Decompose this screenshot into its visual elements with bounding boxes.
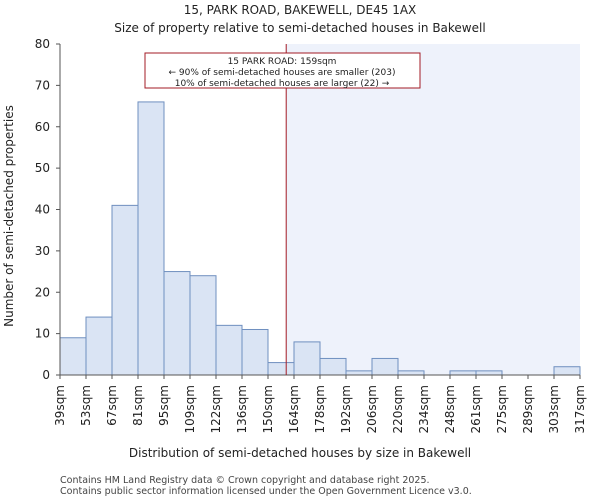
x-tick-label: 248sqm [443,385,457,433]
x-tick-label: 317sqm [573,385,587,433]
annotation-box [144,52,421,89]
x-tick-label: 122sqm [209,385,223,433]
bar-95sqm [163,271,191,376]
x-tick-label: 220sqm [391,385,405,433]
bar-164sqm [293,341,321,376]
footer-line-1: Contains HM Land Registry data © Crown c… [60,475,430,486]
bar-122sqm [215,324,243,376]
bar-39sqm [59,337,87,376]
bar-136sqm [241,328,269,376]
bar-178sqm [319,357,347,376]
bar-192sqm [345,370,373,376]
bar-248sqm [449,370,477,376]
x-tick-label: 234sqm [417,385,431,433]
x-tick-label: 275sqm [495,385,509,433]
x-tick-label: 178sqm [313,385,327,433]
y-tick-label: 30 [35,244,50,258]
larger-region-highlight [286,44,580,375]
bars [59,101,581,376]
bar-81sqm [137,101,165,376]
y-tick-label: 20 [35,285,50,299]
x-ticks: 39sqm 53sqm 67sqm 81sqm 95sqm 109sqm 122sqm 136… [53,375,587,433]
bar-261sqm [475,370,503,376]
x-tick-label: 81sqm [131,385,145,426]
bar-220sqm [397,370,425,376]
chart-subtitle: Size of property relative to semi-detach… [114,21,485,35]
x-tick-label: 109sqm [183,385,197,433]
x-axis-label: Distribution of semi-detached houses by … [129,446,471,460]
bar-67sqm [111,204,139,376]
x-tick-label: 39sqm [53,385,67,426]
x-tick-label: 261sqm [469,385,483,433]
annotation-line-2: ← 90% of semi-detached houses are smalle… [169,68,396,78]
x-tick-label: 192sqm [339,385,353,433]
x-tick-label: 53sqm [79,385,93,426]
x-tick-label: 303sqm [547,385,561,433]
x-tick-label: 206sqm [365,385,379,433]
bar-53sqm [85,316,113,376]
y-tick-label: 50 [35,161,50,175]
bar-303sqm [553,366,581,376]
bar-150sqm [267,362,295,376]
y-tick-label: 80 [35,37,50,51]
bar-109sqm [189,275,217,376]
y-tick-label: 60 [35,120,50,134]
bar-206sqm [371,357,399,376]
annotation-line-1: 15 PARK ROAD: 159sqm [228,57,337,67]
x-tick-label: 67sqm [105,385,119,426]
x-tick-label: 289sqm [521,385,535,433]
y-tick-label: 40 [35,203,50,217]
x-tick-label: 150sqm [261,385,275,433]
y-axis-label: Number of semi-detached properties [2,105,16,327]
chart-title: 15, PARK ROAD, BAKEWELL, DE45 1AX [184,3,417,17]
x-tick-label: 95sqm [157,385,171,426]
y-tick-label: 70 [35,78,50,92]
y-tick-label: 0 [42,368,50,382]
y-ticks: 0 10 20 30 40 50 60 70 80 [35,37,60,382]
footer-line-2: Contains public sector information licen… [60,486,472,497]
annotation-line-3: 10% of semi-detached houses are larger (… [175,79,390,89]
x-tick-label: 164sqm [287,385,301,433]
x-tick-label: 136sqm [235,385,249,433]
y-tick-label: 10 [35,327,50,341]
